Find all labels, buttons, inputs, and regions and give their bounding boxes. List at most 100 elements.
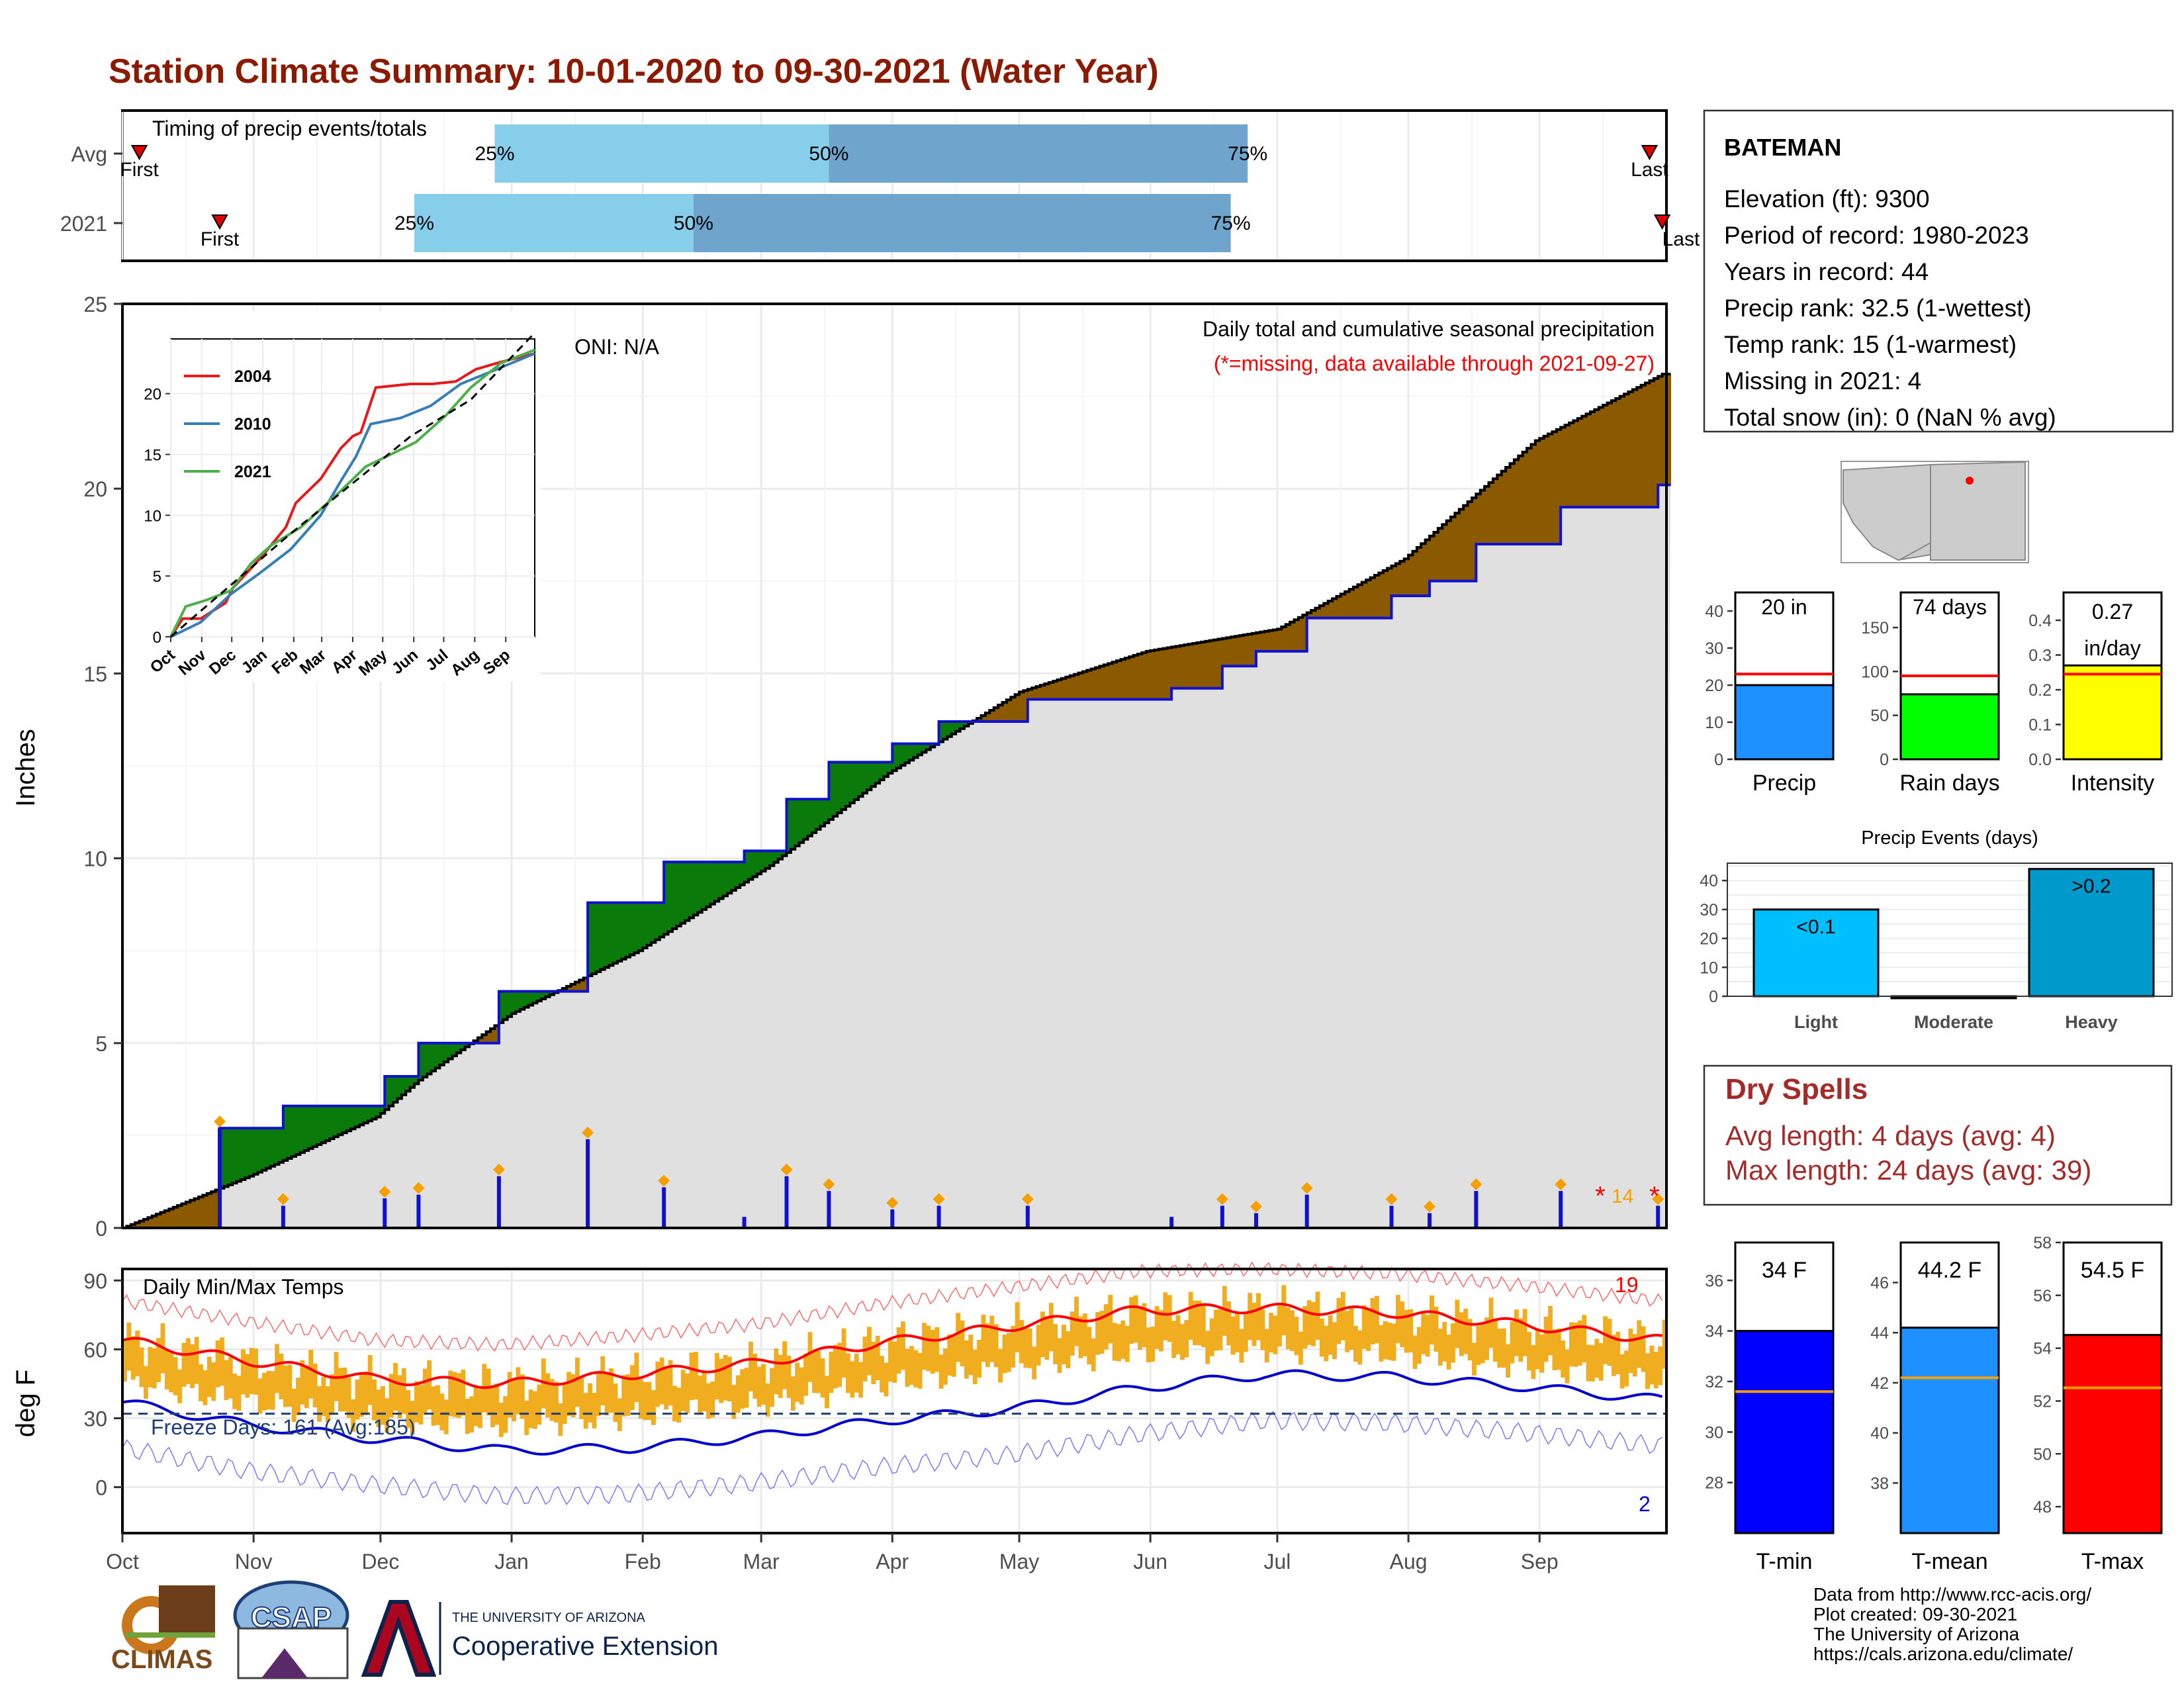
daily-temp-bar	[1294, 1317, 1299, 1356]
footer-line: The University of Arizona	[1813, 1624, 2020, 1644]
daily-temp-bar	[1607, 1319, 1612, 1366]
temp-summary-ytick-label: 44	[1870, 1324, 1889, 1342]
daily-temp-bar	[989, 1315, 995, 1362]
daily-temp-bar	[1328, 1315, 1333, 1355]
precip-departure-band	[1611, 400, 1616, 508]
precip-departure-band	[947, 721, 952, 737]
heavy-event-marker	[886, 1197, 899, 1209]
events-ytick-label: 40	[1700, 872, 1718, 890]
precip-departure-band	[981, 715, 986, 722]
dry-spells-max: Max length: 24 days (avg: 39)	[1725, 1154, 2091, 1186]
precip-departure-band	[1353, 586, 1358, 618]
temp-summary-ytick-label: 40	[1870, 1425, 1889, 1443]
daily-temp-bar	[143, 1366, 148, 1399]
oni-label: ONI: N/A	[574, 335, 660, 359]
precip-departure-band	[296, 1105, 301, 1155]
summary-ytick-label: 30	[1705, 639, 1723, 658]
daily-temp-bar	[1421, 1311, 1426, 1354]
daily-temp-bar	[330, 1374, 335, 1415]
precip-departure-band	[1239, 635, 1244, 667]
daily-temp-bar	[680, 1370, 686, 1411]
daily-temp-bar	[778, 1354, 783, 1398]
precip-departure-band	[304, 1105, 309, 1151]
daily-temp-bar	[977, 1339, 982, 1378]
precip-departure-band	[1391, 565, 1396, 596]
first-event-label: First	[201, 228, 240, 250]
daily-temp-bar	[422, 1368, 428, 1415]
daily-temp-bar	[896, 1327, 901, 1374]
summary-ytick-label: 50	[1870, 707, 1889, 726]
daily-temp-bar	[748, 1341, 753, 1391]
precip-departure-band	[1011, 697, 1016, 722]
precip-departure-band	[240, 1128, 246, 1180]
month-label: Nov	[235, 1550, 273, 1573]
daily-temp-bar	[1649, 1345, 1655, 1385]
precip-departure-band	[901, 743, 906, 766]
precip-departure-band	[693, 862, 698, 915]
temp-summary-ytick-label: 58	[2033, 1234, 2052, 1252]
precip-departure-band	[887, 762, 893, 774]
heavy-event-marker	[412, 1182, 425, 1194]
precip-departure-band	[1023, 690, 1028, 722]
precip-departure-band	[1569, 422, 1574, 508]
daily-temp-bar	[275, 1344, 279, 1393]
precip-departure-band	[1048, 682, 1054, 700]
precip-departure-band	[156, 1214, 161, 1228]
inset-ytick-label: 15	[144, 446, 161, 464]
precip-departure-band	[1374, 575, 1379, 618]
daily-temp-bar	[1565, 1349, 1570, 1383]
daily-temp-bar	[880, 1356, 885, 1393]
precip-departure-band	[1637, 387, 1642, 508]
summary-ytick-label: 150	[1861, 619, 1889, 637]
daily-temp-bar	[1285, 1307, 1291, 1350]
daily-temp-bar	[693, 1352, 698, 1400]
precip-departure-band	[1543, 436, 1549, 544]
daily-temp-bar	[1408, 1309, 1413, 1353]
daily-temp-bar	[1298, 1331, 1303, 1365]
precip-departure-band	[977, 718, 982, 722]
daily-temp-bar	[1543, 1316, 1549, 1362]
precip-departure-band	[1298, 617, 1303, 651]
daily-temp-bar	[752, 1353, 758, 1399]
daily-temp-bar	[1522, 1309, 1527, 1356]
precip-departure-band	[1340, 594, 1345, 618]
dry-spells-box: Dry Spells Avg length: 4 days (avg: 4) M…	[1703, 1064, 2173, 1206]
month-label: Dec	[361, 1550, 399, 1573]
daily-temp-bar	[1637, 1320, 1642, 1368]
precip-departure-band	[1658, 376, 1663, 485]
daily-temp-bar	[1569, 1322, 1574, 1367]
precip-departure-band	[668, 862, 673, 932]
precip-departure-band	[1324, 603, 1329, 618]
precip-departure-band	[825, 799, 830, 823]
temp-summary-chart: 48 50 52 54 56 58 54.5 F T-max	[2033, 1234, 2163, 1574]
last-event-marker	[1641, 145, 1659, 161]
precip-departure-band	[351, 1105, 356, 1129]
timing-percentile-label: 25%	[475, 143, 514, 165]
csap-wordmark: CSAP	[251, 1601, 332, 1634]
daily-temp-bar	[841, 1328, 846, 1378]
precip-departure-band	[1366, 580, 1371, 618]
daily-temp-bar	[1548, 1305, 1553, 1356]
daily-temp-bar	[1345, 1311, 1350, 1352]
precip-departure-band	[740, 862, 745, 885]
precip-departure-band	[884, 762, 889, 777]
precip-departure-band	[1251, 633, 1257, 667]
precip-departure-band	[1433, 532, 1439, 581]
precip-departure-band	[909, 743, 914, 761]
temp-ytick-label: 30	[83, 1407, 107, 1431]
precip-departure-band	[439, 1043, 445, 1065]
temp-summary-chart: 38 40 42 44 46 44.2 F T-mean	[1870, 1241, 2000, 1574]
precip-departure-band	[533, 991, 537, 1004]
daily-temp-bar	[512, 1378, 516, 1422]
daily-temp-bar	[651, 1390, 656, 1425]
daily-temp-bar	[702, 1371, 707, 1411]
daily-temp-bar	[228, 1357, 233, 1399]
precip-departure-band	[308, 1105, 314, 1149]
daily-temp-bar	[1412, 1335, 1418, 1370]
precip-departure-band	[1442, 524, 1447, 581]
daily-temp-bar	[972, 1349, 978, 1384]
temp-summary-ytick-label: 54	[2033, 1340, 2052, 1358]
temp-summary-bar	[2062, 1334, 2163, 1534]
precip-departure-band	[1129, 657, 1134, 700]
